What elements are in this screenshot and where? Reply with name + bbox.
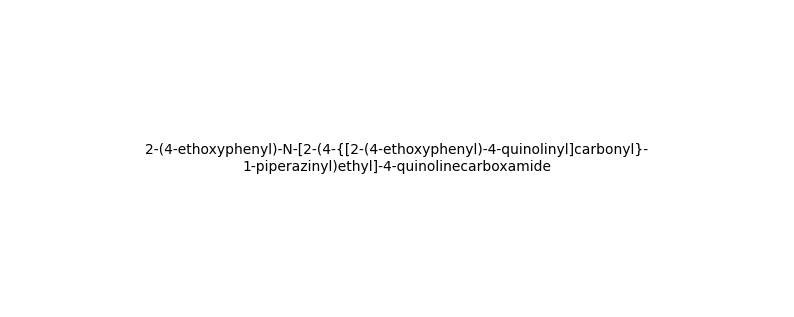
Text: 2-(4-ethoxyphenyl)-N-[2-(4-{[2-(4-ethoxyphenyl)-4-quinolinyl]carbonyl}-
1-pipera: 2-(4-ethoxyphenyl)-N-[2-(4-{[2-(4-ethoxy… <box>145 143 649 174</box>
